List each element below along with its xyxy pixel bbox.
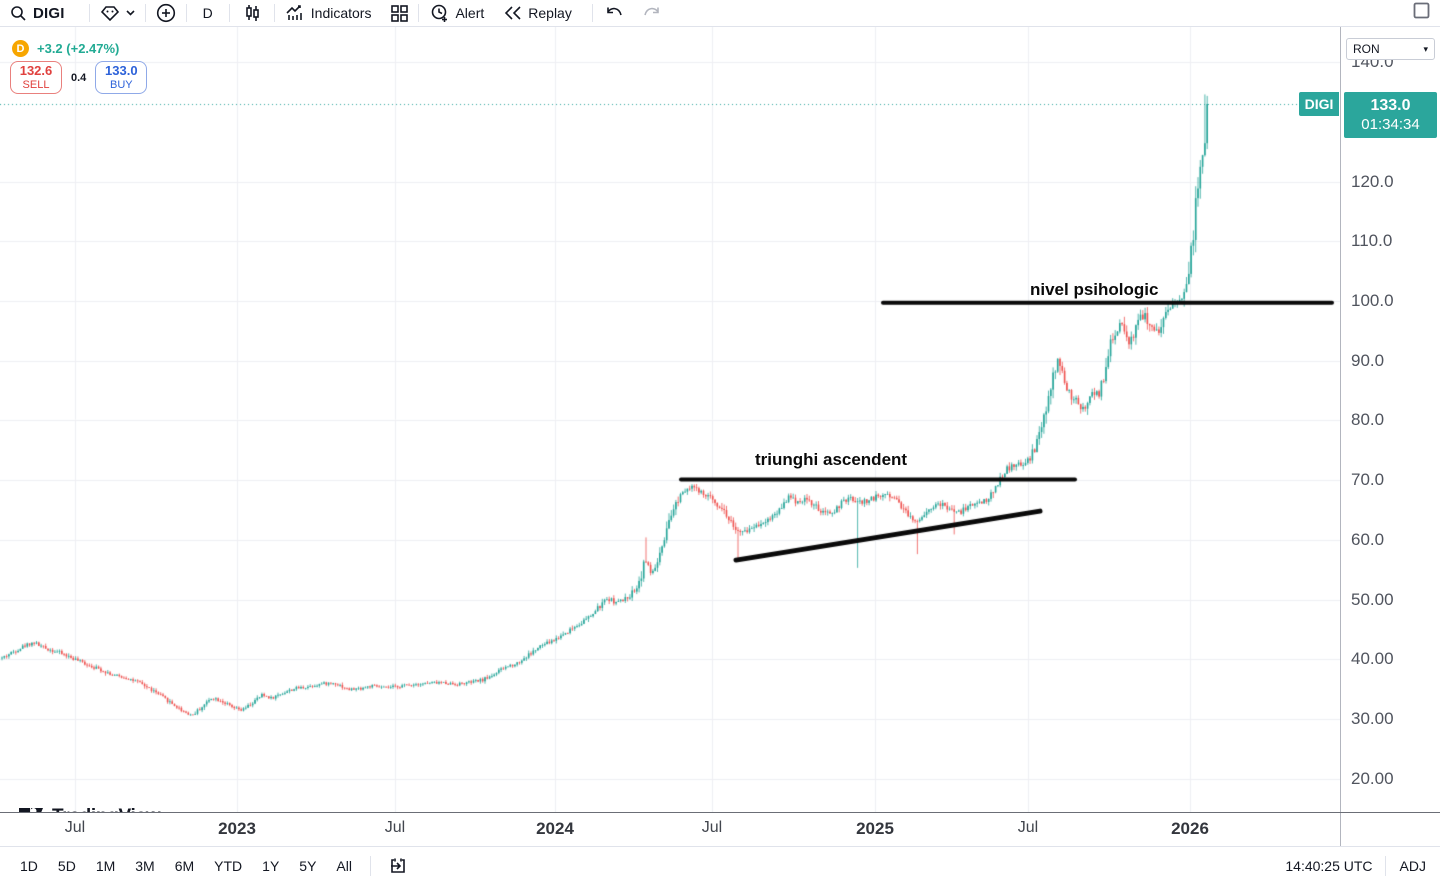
sell-price: 132.6 — [19, 62, 53, 78]
time-tick-Jul: Jul — [384, 819, 406, 836]
gem-icon — [100, 5, 119, 21]
replay-button[interactable]: Replay — [494, 0, 582, 26]
time-tick-2023: 2023 — [218, 819, 256, 838]
fullscreen-button[interactable] — [1413, 2, 1430, 24]
buy-label: BUY — [109, 78, 133, 91]
toolbar-separator — [88, 4, 90, 22]
time-tick-2024: 2024 — [536, 819, 574, 838]
time-scale[interactable]: Jul 2023 Jul 2024 Jul 2025 Jul 2026 — [0, 812, 1440, 847]
indicators-icon — [286, 5, 302, 20]
alert-clock-icon — [432, 4, 448, 22]
interval-label: D — [202, 5, 213, 21]
chart-style-button[interactable] — [230, 0, 274, 26]
range-button-1m[interactable]: 1M — [95, 858, 116, 874]
range-button-5y[interactable]: 5Y — [299, 858, 317, 874]
toolbar-separator — [418, 4, 420, 22]
symbol-price-tag: DIGI — [1299, 91, 1339, 116]
go-to-date-icon — [390, 858, 405, 873]
last-price-label: 133.0 01:34:34 — [1344, 91, 1437, 138]
candlestick-chart[interactable] — [0, 27, 1340, 812]
bottom-toolbar: 1D 5D 1M 3M 6M YTD 1Y 5Y All 14:40:25 UTC ADJ — [0, 846, 1440, 885]
search-icon — [11, 5, 26, 21]
sell-button[interactable]: 132.6 SELL — [10, 61, 62, 94]
price-tick-50: 50.00 — [1351, 589, 1394, 609]
alert-button[interactable]: Alert — [419, 0, 494, 26]
time-tick-2025: 2025 — [856, 819, 894, 838]
range-button-ytd[interactable]: YTD — [214, 858, 243, 874]
symbol-name: DIGI — [33, 4, 65, 22]
chevron-down-icon — [126, 10, 135, 16]
compare-add-button[interactable] — [146, 0, 186, 26]
price-tick-120: 120.0 — [1351, 171, 1394, 191]
clock-utc[interactable]: 14:40:25 UTC — [1285, 858, 1373, 874]
annotation-triunghi-ascendent[interactable]: triunghi ascendent — [755, 450, 908, 469]
axis-corner-separator — [1340, 813, 1341, 847]
currency-select[interactable]: RON ▾ — [1346, 38, 1435, 60]
bar-countdown: 01:34:34 — [1361, 115, 1420, 133]
range-button-1y[interactable]: 1Y — [262, 858, 280, 874]
price-scale[interactable]: RON ▾ 140.0 120.0 110.0 100.0 90.0 80.0 70.0 60… — [1340, 27, 1440, 812]
time-tick-Jul: Jul — [701, 819, 723, 836]
toolbar-separator — [185, 4, 187, 22]
range-button-6m[interactable]: 6M — [174, 858, 195, 874]
interval-button[interactable]: D — [187, 0, 229, 26]
plus-circle-icon — [156, 3, 175, 23]
range-button-all[interactable]: All — [336, 858, 352, 874]
toolbar-separator — [273, 4, 275, 22]
currency-value: RON — [1353, 42, 1380, 56]
spread-value: 0.4 — [71, 71, 87, 84]
maximize-window-icon — [1413, 2, 1430, 19]
price-tick-70: 70.0 — [1351, 470, 1385, 490]
price-tick-80: 80.0 — [1351, 410, 1385, 430]
range-button-3m[interactable]: 3M — [135, 858, 155, 874]
time-tick-2026: 2026 — [1171, 819, 1209, 838]
symbol-search-button[interactable]: DIGI — [0, 0, 75, 26]
indicators-label: Indicators — [310, 5, 372, 21]
price-tick-30: 30.00 — [1351, 708, 1394, 728]
price-tick-90: 90.0 — [1351, 350, 1385, 370]
chevron-down-icon: ▾ — [1423, 43, 1428, 54]
price-tick-100: 100.0 — [1351, 291, 1394, 310]
replay-label: Replay — [528, 5, 572, 21]
chart-pane: D +3.2 (+2.47%) 132.6 SELL 0.4 133.0 BUY… — [0, 27, 1340, 836]
interval-badge: D — [12, 40, 29, 57]
go-to-date-button[interactable] — [382, 853, 415, 879]
adj-toggle[interactable]: ADJ — [1399, 858, 1426, 874]
toolbar-separator — [369, 856, 371, 876]
toolbar-separator — [144, 4, 146, 22]
replay-rewind-icon — [505, 6, 521, 20]
grid-layout-icon — [391, 4, 409, 22]
toolbar-separator — [591, 4, 593, 22]
price-tick-60: 60.0 — [1351, 529, 1385, 549]
range-buttons: 1D 5D 1M 3M 6M YTD 1Y 5Y All — [0, 854, 362, 878]
price-tick-20: 20.00 — [1351, 768, 1394, 788]
order-panel: 132.6 SELL 0.4 133.0 BUY — [10, 61, 148, 94]
change-text: +3.2 (+2.47%) — [37, 41, 120, 56]
time-tick-Jul: Jul — [1017, 819, 1039, 836]
toolbar-separator — [228, 4, 230, 22]
range-button-1d[interactable]: 1D — [20, 858, 38, 874]
last-price-value: 133.0 — [1370, 96, 1411, 114]
buy-button[interactable]: 133.0 BUY — [95, 61, 148, 94]
sell-label: SELL — [22, 78, 50, 91]
symbol-detail-menu[interactable] — [90, 0, 145, 26]
indicators-button[interactable]: Indicators — [275, 0, 382, 26]
symbol-legend[interactable]: D +3.2 (+2.47%) — [12, 40, 119, 57]
redo-icon — [644, 7, 659, 15]
undo-button[interactable] — [593, 0, 636, 26]
top-toolbar: DIGI D — [0, 0, 1440, 27]
layout-button[interactable] — [381, 0, 418, 26]
undo-icon — [607, 7, 622, 15]
alert-label: Alert — [455, 5, 485, 21]
price-tick-40: 40.00 — [1351, 649, 1394, 669]
toolbar-separator — [1384, 856, 1386, 876]
price-tick-110: 110.0 — [1351, 231, 1393, 251]
annotation-nivel-psihologic[interactable]: nivel psihologic — [1030, 280, 1159, 299]
buy-price: 133.0 — [105, 62, 138, 78]
redo-button[interactable] — [636, 0, 667, 26]
candlestick-style-icon — [245, 5, 259, 21]
time-tick-Jul: Jul — [64, 819, 86, 836]
range-button-5d[interactable]: 5D — [57, 858, 76, 874]
